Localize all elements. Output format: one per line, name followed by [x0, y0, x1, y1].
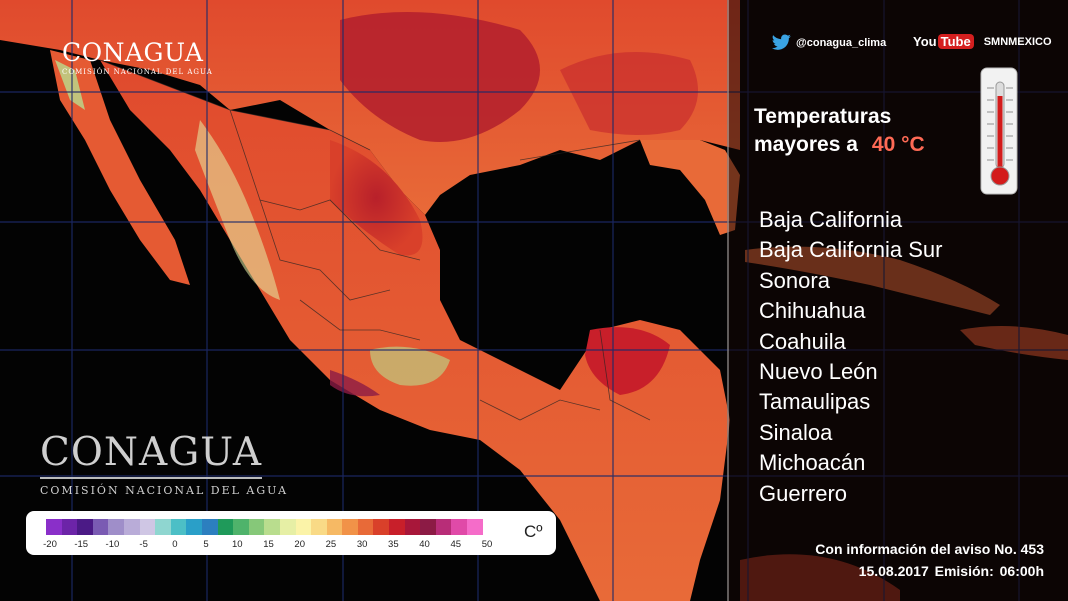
twitter-link[interactable]: @conagua_clima — [770, 34, 886, 52]
legend-tick-label: 15 — [263, 539, 274, 550]
youtube-link[interactable]: You Tube SMNMEXICO — [913, 34, 1052, 49]
twitter-handle: @conagua_clima — [796, 37, 887, 49]
legend-swatch — [77, 519, 93, 535]
state-item: Nuevo León — [759, 359, 878, 385]
issue-date: 15.08.2017 — [858, 563, 929, 579]
legend-swatch — [451, 519, 468, 535]
logo-subtitle: COMISIÓN NACIONAL DEL AGUA — [40, 484, 289, 497]
legend-swatch — [357, 519, 374, 535]
mexico-mainland — [100, 60, 730, 601]
thermometer-icon — [980, 67, 1018, 195]
legend-swatch — [311, 519, 327, 535]
legend-swatch — [264, 519, 280, 535]
logo-subtitle: COMISIÓN NACIONAL DEL AGUA — [62, 68, 213, 76]
state-item: Baja California Sur — [759, 237, 943, 263]
legend-swatch — [279, 519, 296, 535]
issue-time: Emisión: 06:00h — [934, 563, 1044, 579]
twitter-bird-icon — [771, 34, 791, 50]
legend-tick-label: 40 — [419, 539, 430, 550]
legend-ticks: -20 -15 -10 -5 0 5 10 15 20 25 30 35 40 45 50 — [43, 539, 514, 553]
legend-color-bar — [46, 519, 483, 535]
legend-swatch — [61, 519, 78, 535]
aviso-info: Con información del aviso No. 453 — [815, 541, 1044, 557]
legend-swatch — [295, 519, 312, 535]
legend-tick-label: 30 — [356, 539, 368, 550]
legend-swatch — [404, 519, 421, 535]
headline-line2: mayores a — [754, 133, 858, 156]
legend-swatch — [467, 519, 483, 535]
state-item: Guerrero — [759, 480, 848, 506]
legend-tick-label: 45 — [450, 539, 462, 550]
temperature-legend: -20 -15 -10 -5 0 5 10 15 20 25 30 35 40 45 50 Cº — [26, 511, 556, 555]
legend-tick-label: 5 — [203, 539, 209, 550]
youtube-word-tube: Tube — [937, 34, 974, 49]
headline-line1: Temperaturas — [754, 105, 892, 128]
legend-swatch — [435, 519, 452, 535]
legend-swatch — [248, 519, 265, 535]
conagua-logo-large: CONAGUA COMISIÓN NACIONAL DEL AGUA — [40, 430, 288, 497]
legend-tick-label: -10 — [105, 539, 120, 550]
conagua-logo-small: CONAGUA COMISIÓN NACIONAL DEL AGUA — [62, 38, 213, 76]
legend-swatch — [389, 519, 405, 535]
legend-swatch — [170, 519, 187, 535]
issue-info: 15.08.2017 Emisión: 06:00h — [859, 563, 1044, 579]
logo-name: CONAGUA — [40, 430, 263, 475]
state-list: Baja California Baja California Sur Sonora… — [759, 205, 942, 509]
legend-swatch — [186, 519, 202, 535]
baja-california-landmass — [50, 50, 190, 285]
youtube-logo-icon: You Tube — [913, 34, 974, 49]
logo-name: CONAGUA — [62, 38, 204, 67]
legend-tick-label: 50 — [481, 539, 493, 550]
headline-threshold: 40 °C — [871, 133, 925, 156]
state-item: Sinaloa — [759, 419, 833, 445]
state-item: Sonora — [759, 267, 830, 293]
state-item: Chihuahua — [759, 298, 866, 324]
legend-tick-label: -15 — [74, 539, 89, 550]
legend-swatch — [108, 519, 124, 535]
legend-swatch — [233, 519, 249, 535]
headline: Temperaturas mayores a 40 °C — [754, 103, 925, 159]
logo-rule — [40, 477, 262, 479]
legend-swatch — [46, 519, 62, 535]
state-item: Baja California — [759, 207, 903, 232]
legend-swatch — [123, 519, 140, 535]
legend-swatch — [373, 519, 390, 535]
legend-tick-label: 10 — [231, 539, 243, 550]
legend-swatch — [201, 519, 218, 535]
florida-landmass — [640, 140, 740, 235]
legend-swatch — [139, 519, 156, 535]
legend-swatch — [92, 519, 109, 535]
legend-swatch — [217, 519, 234, 535]
legend-tick-label: 25 — [325, 539, 337, 550]
state-item: Coahuila — [759, 328, 846, 354]
legend-tick-label: 0 — [172, 539, 178, 550]
legend-tick-label: 20 — [294, 539, 305, 550]
youtube-channel: SMNMEXICO — [983, 35, 1052, 48]
state-item: Tamaulipas — [759, 389, 871, 415]
legend-tick-label: -5 — [139, 539, 148, 550]
state-item: Michoacán — [759, 450, 866, 476]
legend-swatch — [420, 519, 436, 535]
legend-swatch — [326, 519, 343, 535]
legend-unit: Cº — [524, 522, 543, 541]
legend-swatch — [155, 519, 171, 535]
legend-swatch — [342, 519, 358, 535]
youtube-word-you: You — [913, 34, 937, 49]
legend-tick-label: -20 — [43, 539, 57, 550]
legend-tick-label: 35 — [388, 539, 399, 550]
